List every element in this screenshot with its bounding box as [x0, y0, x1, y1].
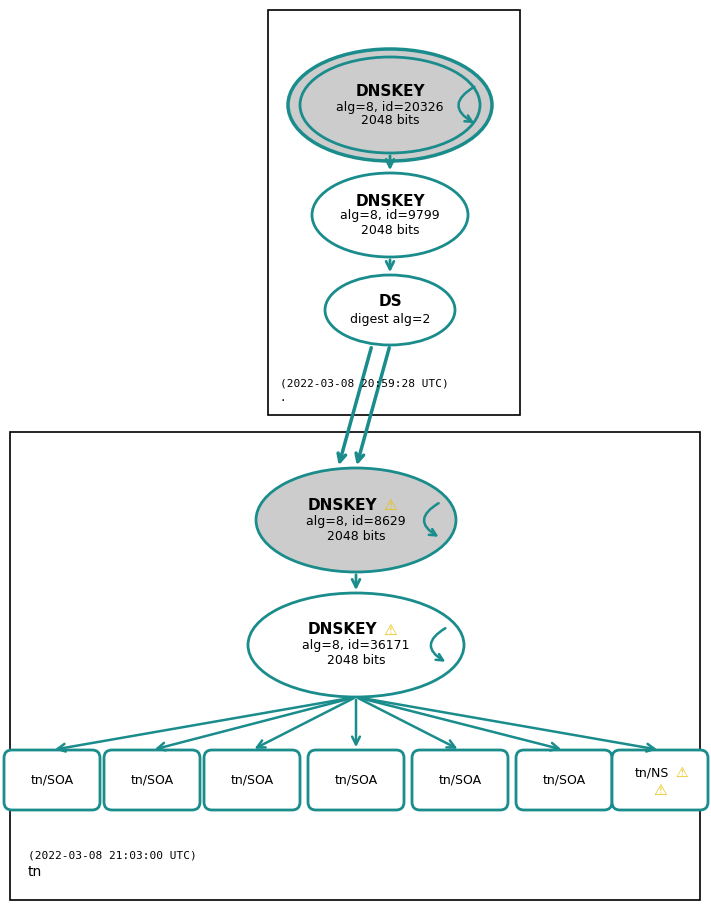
FancyBboxPatch shape — [308, 750, 404, 810]
Text: ⚠: ⚠ — [383, 622, 397, 638]
Text: 2048 bits: 2048 bits — [327, 654, 385, 667]
FancyBboxPatch shape — [612, 750, 708, 810]
Text: ⚠: ⚠ — [383, 497, 397, 513]
Text: (2022-03-08 21:03:00 UTC): (2022-03-08 21:03:00 UTC) — [28, 851, 197, 861]
Text: DNSKEY: DNSKEY — [356, 195, 424, 210]
Ellipse shape — [325, 275, 455, 345]
Text: 2048 bits: 2048 bits — [327, 529, 385, 542]
Text: digest alg=2: digest alg=2 — [350, 312, 430, 325]
Text: tn/SOA: tn/SOA — [31, 774, 73, 787]
Bar — [10, 432, 700, 900]
Text: alg=8, id=9799: alg=8, id=9799 — [340, 210, 440, 222]
Ellipse shape — [256, 468, 456, 572]
Text: tn/NS: tn/NS — [635, 766, 669, 779]
Text: ⚠: ⚠ — [653, 782, 667, 798]
FancyArrowPatch shape — [459, 86, 474, 122]
Text: ⚠: ⚠ — [675, 766, 688, 780]
FancyBboxPatch shape — [204, 750, 300, 810]
Text: tn/SOA: tn/SOA — [130, 774, 173, 787]
Ellipse shape — [248, 593, 464, 697]
Text: tn/SOA: tn/SOA — [542, 774, 586, 787]
Text: tn/SOA: tn/SOA — [230, 774, 274, 787]
Text: 2048 bits: 2048 bits — [360, 223, 419, 236]
FancyArrowPatch shape — [431, 629, 445, 661]
Text: DS: DS — [378, 293, 402, 309]
Text: DNSKEY: DNSKEY — [356, 84, 424, 98]
Bar — [268, 10, 520, 415]
Text: alg=8, id=8629: alg=8, id=8629 — [306, 515, 406, 528]
FancyBboxPatch shape — [104, 750, 200, 810]
Text: DNSKEY: DNSKEY — [307, 497, 377, 513]
FancyBboxPatch shape — [516, 750, 612, 810]
FancyArrowPatch shape — [424, 504, 439, 536]
Text: .: . — [280, 390, 284, 404]
FancyBboxPatch shape — [412, 750, 508, 810]
FancyBboxPatch shape — [4, 750, 100, 810]
Text: DNSKEY: DNSKEY — [307, 622, 377, 638]
Text: (2022-03-08 20:59:28 UTC): (2022-03-08 20:59:28 UTC) — [280, 378, 449, 388]
Text: tn/SOA: tn/SOA — [439, 774, 481, 787]
Ellipse shape — [288, 49, 492, 161]
Text: tn: tn — [28, 865, 42, 879]
Text: alg=8, id=36171: alg=8, id=36171 — [302, 640, 410, 652]
Text: alg=8, id=20326: alg=8, id=20326 — [336, 100, 444, 114]
Ellipse shape — [300, 57, 480, 153]
Text: tn/SOA: tn/SOA — [334, 774, 378, 787]
Ellipse shape — [312, 173, 468, 257]
Text: 2048 bits: 2048 bits — [360, 115, 419, 128]
